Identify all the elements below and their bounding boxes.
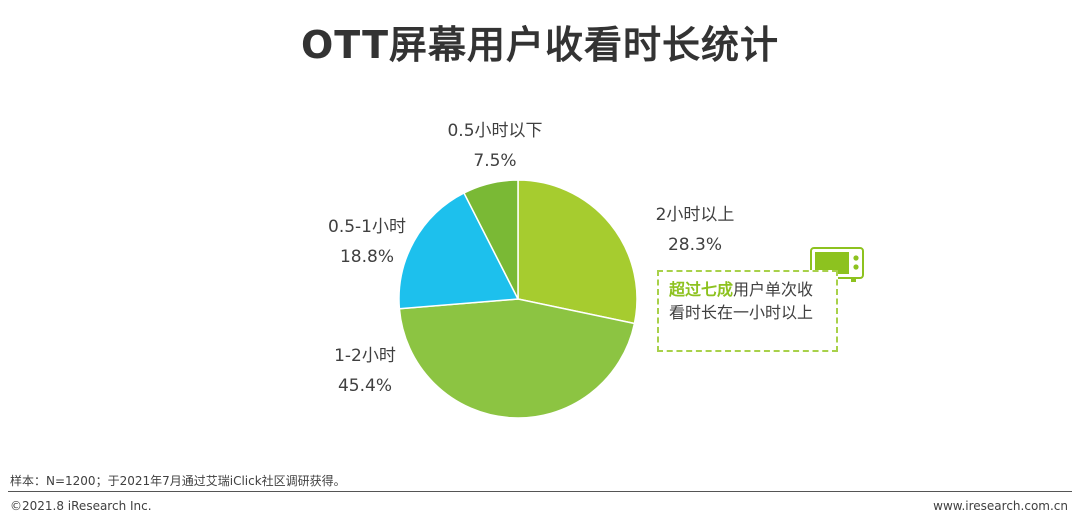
pie-slices (398, 179, 638, 419)
slice-name: 0.5-1小时 (328, 217, 406, 237)
callout-highlight: 超过七成 (669, 280, 734, 299)
callout-text: 用户单次收看时长在一小时以上 (669, 280, 814, 322)
pie-slice-3 (462, 179, 519, 300)
pie-slice-2 (398, 191, 520, 310)
website-link[interactable]: www.iresearch.com.cn (933, 499, 1068, 513)
slice-label-2h-plus: 2小时以上 28.3% (640, 200, 750, 260)
slice-label-under-0-5h: 0.5小时以下 7.5% (430, 116, 560, 176)
chart-title: OTT屏幕用户收看时长统计 (300, 23, 780, 67)
sample-note: 样本：N=1200；于2021年7月通过艾瑞iClick社区调研获得。 (10, 474, 346, 488)
slice-name: 1-2小时 (334, 346, 396, 366)
slice-value: 45.4% (337, 376, 392, 396)
slice-value: 18.8% (339, 247, 394, 267)
slice-label-0-5-1h: 0.5-1小时 18.8% (312, 212, 422, 272)
slice-value: 7.5% (473, 151, 517, 171)
copyright: ©2021.8 iResearch Inc. (10, 499, 152, 513)
insight-callout: 超过七成用户单次收看时长在一小时以上 (657, 270, 838, 352)
slice-value: 28.3% (667, 235, 722, 255)
pie-slice-0 (517, 179, 638, 325)
slice-name: 2小时以上 (655, 205, 735, 225)
pie-slice-1 (398, 298, 636, 419)
slice-name: 0.5小时以下 (447, 121, 543, 141)
slice-label-1-2h: 1-2小时 45.4% (310, 341, 420, 401)
footer-divider (8, 491, 1072, 492)
